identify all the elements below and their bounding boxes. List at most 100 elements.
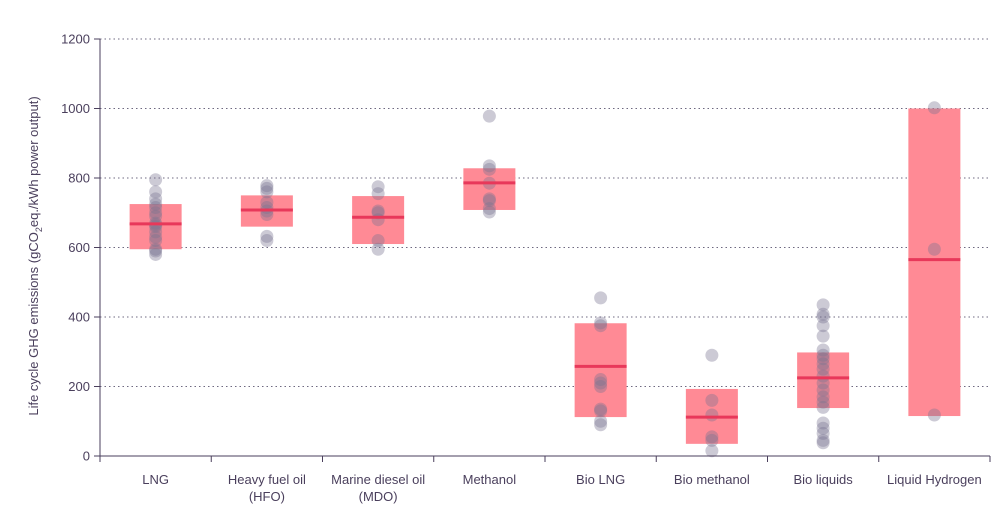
data-point-bio-liquids bbox=[816, 390, 830, 404]
data-point-methanol bbox=[482, 192, 496, 206]
data-point-bio-liquids bbox=[816, 348, 830, 362]
data-point-methanol bbox=[482, 202, 496, 216]
category-label-marine-diesel-oil-mdo: Marine diesel oil (MDO) bbox=[331, 472, 425, 504]
data-point-bio-liquids bbox=[816, 433, 830, 447]
data-point-bio-liquids bbox=[816, 329, 830, 343]
data-point-heavy-fuel-oil-hfo bbox=[260, 185, 274, 199]
data-point-marine-diesel-oil-mdo bbox=[371, 204, 385, 218]
data-point-bio-lng bbox=[594, 291, 608, 305]
data-point-bio-liquids bbox=[816, 383, 830, 397]
data-point-lng bbox=[149, 244, 163, 258]
data-point-bio-liquids bbox=[816, 307, 830, 321]
data-point-bio-methanol bbox=[705, 433, 719, 447]
data-point-bio-liquids bbox=[816, 357, 830, 371]
data-point-bio-lng bbox=[594, 319, 608, 333]
data-point-bio-lng bbox=[594, 418, 608, 432]
data-point-lng bbox=[149, 209, 163, 223]
range-box-bio-liquids bbox=[797, 352, 850, 409]
range-box-methanol bbox=[463, 168, 516, 210]
data-point-bio-liquids bbox=[816, 352, 830, 366]
data-point-methanol bbox=[482, 159, 496, 173]
data-point-lng bbox=[149, 234, 163, 248]
data-point-bio-methanol bbox=[705, 408, 719, 422]
data-point-lng bbox=[149, 173, 163, 187]
data-point-bio-methanol bbox=[705, 393, 719, 407]
data-point-bio-lng bbox=[594, 402, 608, 416]
y-tick-label-400: 400 bbox=[68, 310, 90, 325]
data-point-marine-diesel-oil-mdo bbox=[371, 242, 385, 256]
data-point-marine-diesel-oil-mdo bbox=[371, 234, 385, 248]
range-boxes bbox=[129, 108, 961, 444]
data-point-heavy-fuel-oil-hfo bbox=[260, 229, 274, 243]
data-point-bio-lng bbox=[594, 414, 608, 428]
y-tick-label-1200: 1200 bbox=[61, 32, 90, 47]
data-point-liquid-hydrogen bbox=[927, 242, 941, 256]
category-label-methanol: Methanol bbox=[463, 472, 517, 487]
data-point-marine-diesel-oil-mdo bbox=[371, 187, 385, 201]
data-point-bio-methanol bbox=[705, 430, 719, 444]
data-point-bio-lng bbox=[594, 316, 608, 330]
category-label-liquid-hydrogen: Liquid Hydrogen bbox=[887, 472, 982, 487]
y-tick-labels: 0 200 400 600 800 1000 1200 bbox=[61, 32, 100, 464]
data-point-lng bbox=[149, 247, 163, 261]
data-point-bio-liquids bbox=[816, 369, 830, 383]
data-point-lng bbox=[149, 206, 163, 220]
data-point-bio-liquids bbox=[816, 436, 830, 450]
data-point-lng bbox=[149, 197, 163, 211]
category-label-bio-lng: Bio LNG bbox=[576, 472, 625, 487]
data-point-bio-liquids bbox=[816, 362, 830, 376]
y-axis-title: Life cycle GHG emissions (gCO2eq./kWh po… bbox=[26, 96, 44, 415]
category-label-bio-methanol: Bio methanol bbox=[674, 472, 750, 487]
y-tick-label-0: 0 bbox=[83, 449, 90, 464]
data-point-bio-liquids bbox=[816, 298, 830, 312]
data-point-bio-lng bbox=[594, 376, 608, 390]
data-point-bio-methanol bbox=[705, 444, 719, 458]
axes bbox=[99, 39, 991, 462]
data-point-methanol bbox=[482, 205, 496, 219]
data-point-lng bbox=[149, 225, 163, 239]
data-point-lng bbox=[149, 242, 163, 256]
y-tick-label-600: 600 bbox=[68, 240, 90, 255]
data-point-heavy-fuel-oil-hfo bbox=[260, 234, 274, 248]
data-point-bio-liquids bbox=[816, 395, 830, 409]
data-point-liquid-hydrogen bbox=[927, 408, 941, 422]
data-point-bio-liquids bbox=[816, 426, 830, 440]
y-tick-label-200: 200 bbox=[68, 379, 90, 394]
category-label-lng: LNG bbox=[142, 472, 169, 487]
data-point-bio-lng bbox=[594, 380, 608, 393]
data-point-bio-liquids bbox=[816, 416, 830, 430]
data-point-bio-liquids bbox=[816, 319, 830, 333]
data-point-liquid-hydrogen bbox=[927, 101, 941, 115]
data-point-bio-lng bbox=[594, 404, 608, 418]
gridlines bbox=[100, 38, 990, 387]
y-tick-label-1000: 1000 bbox=[61, 101, 90, 116]
data-point-bio-methanol bbox=[705, 348, 719, 362]
data-point-lng bbox=[149, 192, 163, 206]
category-labels: LNG Heavy fuel oil (HFO) Marine diesel oil(… bbox=[142, 472, 981, 504]
range-box-lng bbox=[129, 204, 182, 250]
range-box-marine-diesel-oil-mdo bbox=[352, 196, 405, 245]
data-point-bio-liquids bbox=[816, 376, 830, 390]
data-point-lng bbox=[149, 185, 163, 199]
range-box-liquid-hydrogen bbox=[908, 108, 961, 417]
data-point-heavy-fuel-oil-hfo bbox=[260, 195, 274, 209]
data-point-methanol bbox=[482, 109, 496, 123]
data-point-bio-liquids bbox=[816, 310, 830, 324]
data-point-bio-liquids bbox=[816, 400, 830, 414]
data-point-lng bbox=[149, 201, 163, 215]
data-points bbox=[149, 101, 941, 458]
data-point-marine-diesel-oil-mdo bbox=[371, 180, 385, 194]
range-box-bio-lng bbox=[574, 323, 627, 418]
category-label-bio-liquids: Bio liquids bbox=[793, 472, 853, 487]
median-lines bbox=[129, 181, 961, 419]
data-point-bio-liquids bbox=[816, 421, 830, 435]
data-point-lng bbox=[149, 230, 163, 244]
data-point-methanol bbox=[482, 194, 496, 208]
y-tick-label-800: 800 bbox=[68, 171, 90, 186]
data-point-methanol bbox=[482, 162, 496, 176]
data-point-bio-liquids bbox=[816, 343, 830, 357]
data-point-heavy-fuel-oil-hfo bbox=[260, 181, 274, 195]
data-point-heavy-fuel-oil-hfo bbox=[260, 179, 274, 193]
data-point-bio-lng bbox=[594, 373, 608, 387]
